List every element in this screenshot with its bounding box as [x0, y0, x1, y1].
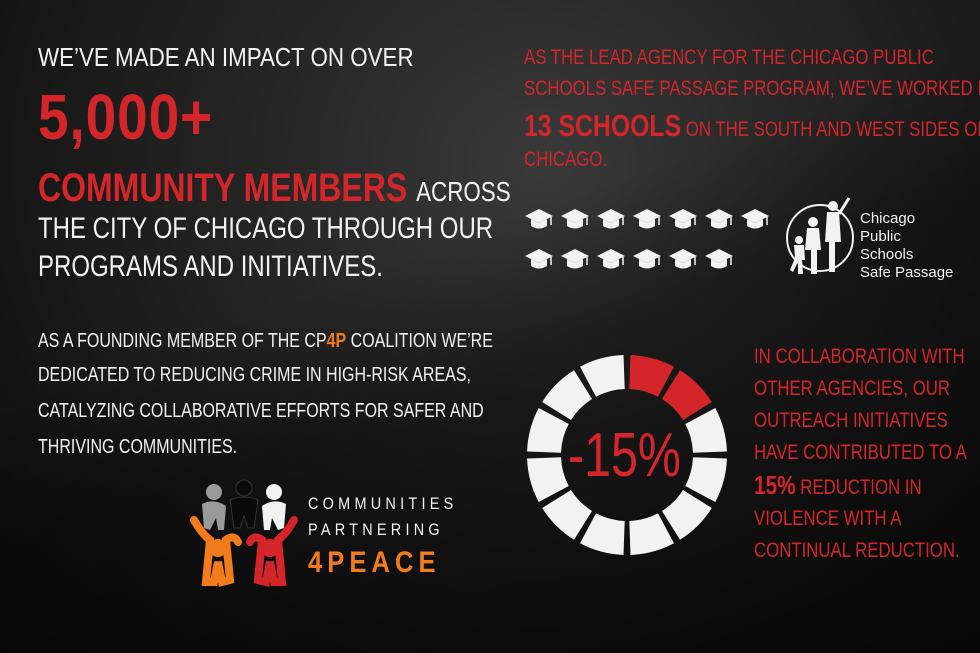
graduation-cap-icon: [633, 249, 661, 269]
safe-passage-line-2: SCHOOLS SAFE PASSAGE PROGRAM, WE’VE WORK…: [524, 77, 980, 100]
graduation-cap-icon: [525, 209, 553, 229]
graduation-cap-icon: [705, 249, 733, 269]
donut-segment: [527, 408, 569, 453]
reduction-donut-chart: [527, 355, 727, 555]
donut-segment: [580, 355, 625, 397]
graduation-cap-icon: [669, 249, 697, 269]
donut-segment: [629, 513, 674, 555]
collab-line-5: 15% REDUCTION IN: [754, 470, 922, 501]
donut-segment: [685, 457, 727, 502]
donut-segment-highlighted: [629, 355, 674, 397]
collab-line-3: OUTREACH INITIATIVES: [754, 409, 948, 432]
graduation-cap-icon: [561, 249, 589, 269]
cps-logo-safe-passage: Safe Passage: [860, 264, 954, 281]
logo-4peace: 4PEACE: [308, 546, 441, 579]
graduation-cap-icon: [525, 249, 553, 269]
community-members-label: COMMUNITY MEMBERS: [38, 166, 408, 210]
safe-passage-line-1: AS THE LEAD AGENCY FOR THE CHICAGO PUBLI…: [524, 46, 934, 69]
safe-passage-line-4: CHICAGO.: [524, 148, 608, 171]
cps-safe-passage-logo-icon: [786, 197, 854, 274]
collab-line-2: OTHER AGENCIES, OUR: [754, 377, 951, 400]
donut-segment: [580, 513, 625, 555]
impact-number: 5,000+: [38, 81, 214, 153]
collab-line-1: IN COLLABORATION WITH: [754, 345, 965, 368]
cps-logo-schools: Schools: [860, 246, 914, 263]
graduation-cap-icon: [741, 209, 769, 229]
graduation-cap-icon: [669, 209, 697, 229]
collab-line-4: HAVE CONTRIBUTED TO A: [754, 441, 967, 464]
impact-intro: WE’VE MADE AN IMPACT ON OVER: [38, 42, 414, 72]
donut-segment: [661, 489, 712, 540]
coalition-paragraph-line-2: DEDICATED TO REDUCING CRIME IN HIGH-RISK…: [38, 364, 471, 386]
donut-segment: [527, 457, 569, 502]
community-members-line: COMMUNITY MEMBERS ACROSS: [38, 166, 511, 211]
impact-line-city: THE CITY OF CHICAGO THROUGH OUR: [38, 212, 494, 245]
coalition-paragraph-line-4: THRIVING COMMUNITIES.: [38, 436, 238, 458]
cps-logo-chicago: Chicago: [860, 210, 916, 227]
coalition-pre: AS A FOUNDING MEMBER OF THE CP: [38, 330, 327, 352]
donut-segment-highlighted: [661, 370, 712, 421]
donut-segment: [542, 489, 593, 540]
logo-partnering: PARTNERING: [308, 520, 444, 539]
schools-count-label: 13 SCHOOLS: [524, 108, 682, 143]
donut-segment: [542, 370, 593, 421]
safe-passage-line-3-rest: ON THE SOUTH AND WEST SIDES OF: [681, 118, 980, 141]
reduction-percent-inline: 15%: [754, 470, 796, 500]
safe-passage-line-3: 13 SCHOOLS ON THE SOUTH AND WEST SIDES O…: [524, 108, 980, 144]
reduction-percent-label: -15%: [568, 421, 681, 490]
cps-logo-public: Public: [860, 228, 901, 245]
graduation-cap-icon: [633, 209, 661, 229]
coalition-paragraph-line-3: CATALYZING COLLABORATIVE EFFORTS FOR SAF…: [38, 400, 484, 422]
graduation-cap-icon: [705, 209, 733, 229]
coalition-paragraph-line-1: AS A FOUNDING MEMBER OF THE CP4P COALITI…: [38, 330, 493, 353]
impact-line-programs: PROGRAMS AND INITIATIVES.: [38, 250, 383, 283]
collab-line-7: CONTINUAL REDUCTION.: [754, 539, 960, 562]
graduation-cap-icon: [597, 249, 625, 269]
graduation-cap-icon: [561, 209, 589, 229]
collab-line-6: VIOLENCE WITH A: [754, 507, 902, 530]
graduation-cap-icon: [597, 209, 625, 229]
across-label: ACROSS: [416, 176, 511, 207]
donut-segment: [685, 408, 727, 453]
coalition-post: COALITION WE’RE: [346, 330, 493, 352]
logo-communities: COMMUNITIES: [308, 494, 458, 513]
coalition-highlight: 4P: [326, 330, 347, 352]
collab-line-5-rest: REDUCTION IN: [795, 476, 922, 499]
cp4p-people-logo-icon: [190, 479, 298, 587]
